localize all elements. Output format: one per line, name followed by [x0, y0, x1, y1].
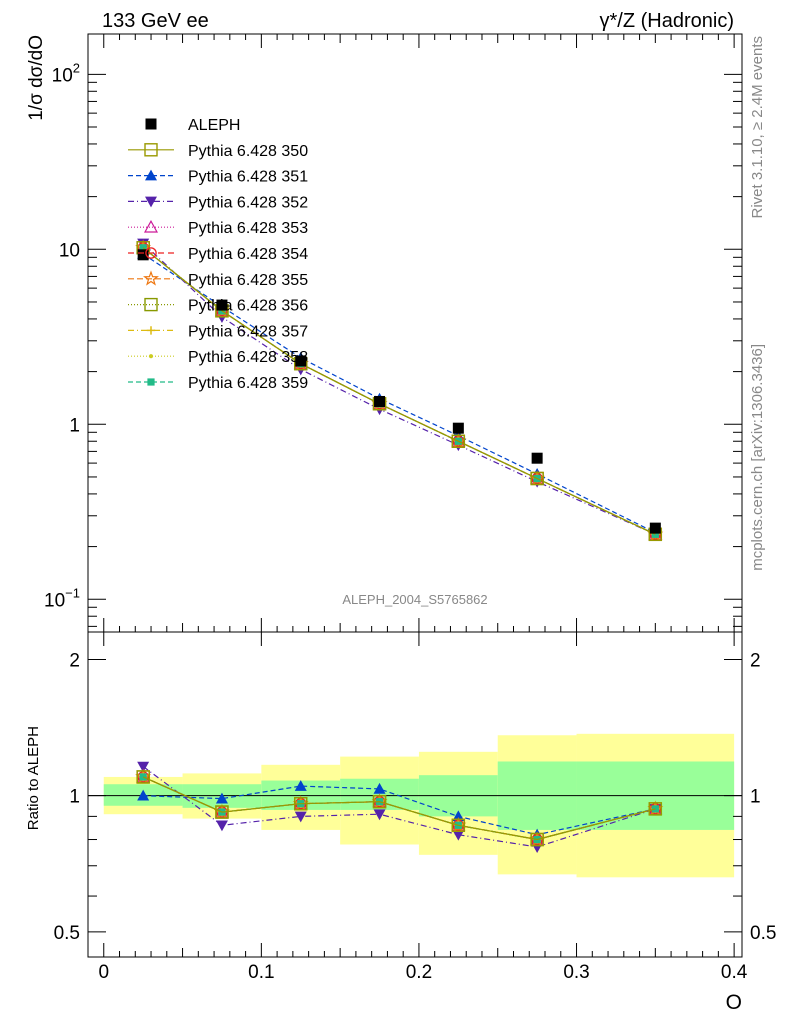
legend-marker: [148, 354, 154, 359]
series-350-main-point: [530, 471, 544, 486]
aleph-point: [531, 452, 543, 464]
series-351-ratio-point: [215, 792, 228, 804]
x-tick-label: 0.3: [563, 962, 589, 983]
series-351-ratio-point: [373, 782, 386, 794]
legend-label: Pythia 6.428 357: [188, 323, 308, 340]
legend-item: Pythia 6.428 352: [128, 194, 308, 211]
legend-item: ALEPH: [145, 117, 240, 134]
legend-item: Pythia 6.428 358: [128, 349, 308, 366]
analysis-id: ALEPH_2004_S5765862: [342, 592, 487, 607]
series-359-main-point: [651, 530, 659, 538]
legend-label: Pythia 6.428 351: [188, 169, 308, 186]
main-y-axis-label: 1/σ dσ/dO: [26, 35, 47, 121]
ratio-plot-frame: [87, 631, 743, 958]
legend-item: Pythia 6.428 354: [128, 246, 308, 263]
series-351-ratio-point: [452, 810, 465, 822]
legend-marker: [144, 143, 158, 157]
legend-label: Pythia 6.428 356: [188, 298, 308, 315]
legend-item: Pythia 6.428 359: [128, 375, 308, 392]
legend-label: ALEPH: [188, 117, 240, 134]
ratio-y-tick-label-right: 1: [750, 787, 761, 808]
main-plot-frame: [87, 33, 743, 633]
ratio-y-tick-label-right: 2: [750, 650, 761, 671]
ratio-y-tick-label: 2: [69, 650, 80, 671]
series-352-ratio-point: [294, 811, 307, 823]
series-352-ratio-point: [215, 820, 228, 832]
axis-ticks: [88, 34, 742, 957]
legend-item: Pythia 6.428 355: [128, 270, 308, 289]
main-y-tick-label: 1: [69, 415, 80, 436]
x-tick-label: 0.4: [721, 962, 748, 983]
main-y-tick-label: 10: [59, 240, 80, 261]
aleph-point: [295, 355, 307, 367]
series-352-ratio-point: [137, 761, 150, 773]
series-350-ratio-point: [136, 770, 150, 784]
aleph-point: [374, 395, 386, 407]
legend-marker: [145, 118, 157, 130]
aleph-point: [649, 522, 661, 534]
legend-item: Pythia 6.428 350: [128, 143, 308, 160]
x-tick-label: 0.1: [248, 962, 274, 983]
mcplots-label: mcplots.cern.ch [arXiv:1306.3436]: [749, 344, 766, 571]
series-351-ratio-point: [137, 789, 150, 801]
series-350-ratio-point: [648, 802, 663, 816]
legend-marker: [145, 247, 157, 259]
ratio-y-tick-label: 0.5: [54, 923, 80, 944]
legend-item: Pythia 6.428 356: [128, 298, 308, 315]
legend-marker: [147, 378, 155, 386]
series-359-ratio-point: [651, 805, 659, 813]
series-350-ratio-point: [451, 818, 466, 833]
legend-marker: [145, 196, 157, 208]
ratio-uncertainty-bands: [88, 733, 742, 878]
legend-item: Pythia 6.428 351: [128, 169, 308, 186]
legend-item: Pythia 6.428 353: [128, 219, 308, 237]
rivet-label: Rivet 3.1.10, ≥ 2.4M events: [749, 36, 766, 219]
main-y-tick-label: 10−1: [44, 585, 80, 611]
main-y-tick-label: 102: [52, 60, 80, 86]
legend-label: Pythia 6.428 355: [188, 272, 308, 289]
legend-label: Pythia 6.428 358: [188, 349, 308, 366]
legend-label: Pythia 6.428 353: [188, 220, 308, 237]
x-axis-label: O: [726, 991, 742, 1014]
legend-label: Pythia 6.428 352: [188, 194, 308, 211]
series-359-ratio-point: [139, 773, 147, 781]
legend-label: Pythia 6.428 350: [188, 143, 308, 160]
ratio-y-axis-label: Ratio to ALEPH: [25, 726, 42, 830]
series-350-ratio-point: [294, 796, 308, 811]
legend-label: Pythia 6.428 359: [188, 375, 308, 392]
header-left: 133 GeV ee: [102, 10, 209, 32]
legend-marker: [143, 270, 159, 286]
legend-item: Pythia 6.428 357: [128, 323, 308, 340]
series-350-ratio-point: [372, 794, 387, 809]
series-352-ratio-point: [452, 829, 465, 841]
aleph-point: [137, 249, 149, 261]
series-350-ratio-point: [530, 832, 544, 847]
axis-tick-labels: 0 0.1 0.2 0.3 0.4 10−1 1 10 102 0.5 0.5 1 1 2 2: [44, 60, 776, 983]
ratio-y-tick-label-right: 0.5: [750, 923, 776, 944]
ratio-series-lines: [135, 761, 664, 854]
x-tick-label: 0.2: [406, 962, 432, 983]
legend-marker: [144, 297, 158, 312]
header-right: γ*/Z (Hadronic): [600, 10, 734, 32]
series-350-ratio-point: [215, 805, 229, 819]
aleph-point: [216, 299, 228, 311]
series-350-ratio-line: [142, 776, 656, 841]
series-351-main-line: [142, 253, 656, 534]
legend-marker: [145, 169, 157, 181]
legend: ALEPH Pythia 6.428 350 Pythia 6.428 351 Pyt…: [128, 117, 308, 392]
legend-marker: [146, 326, 156, 335]
series-351-ratio-point: [294, 780, 307, 791]
x-tick-label: 0: [98, 962, 109, 983]
aleph-point: [452, 422, 464, 434]
ratio-y-tick-label: 1: [69, 787, 80, 808]
legend-label: Pythia 6.428 354: [188, 246, 308, 263]
series-352-ratio-point: [373, 809, 386, 821]
aleph-data-points: [137, 249, 661, 534]
legend-marker: [143, 219, 159, 233]
series-359-main-point: [139, 244, 147, 252]
series-350-main-point: [451, 434, 466, 448]
